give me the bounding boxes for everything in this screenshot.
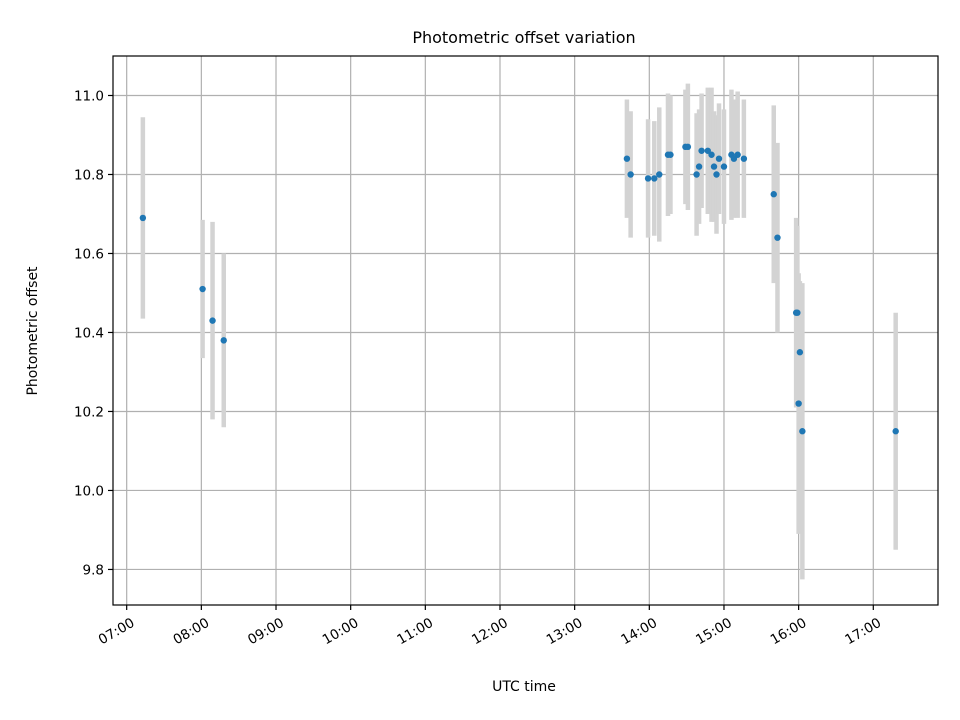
data-point <box>693 171 700 178</box>
data-point <box>720 163 728 170</box>
data-point <box>651 175 658 182</box>
x-tick-label: 14:00 <box>618 615 660 648</box>
data-point <box>220 337 227 344</box>
data-point <box>627 171 634 178</box>
y-tick-label: 10.4 <box>74 325 104 341</box>
x-tick-label: 17:00 <box>842 615 884 648</box>
data-point <box>667 151 674 158</box>
x-tick-label: 09:00 <box>245 615 287 648</box>
y-tick-label: 10.0 <box>74 483 104 499</box>
x-tick-label: 10:00 <box>320 615 362 648</box>
x-tick-label: 07:00 <box>96 615 138 648</box>
data-points <box>139 143 899 435</box>
y-tick-label: 10.6 <box>74 246 104 262</box>
x-axis-ticks: 07:00 08:00 09:00 10:00 11:00 12:00 13:00 14:00… <box>96 605 884 648</box>
data-point <box>695 163 703 170</box>
data-point <box>708 151 715 158</box>
data-point <box>774 234 781 241</box>
data-point <box>795 400 802 407</box>
data-point <box>892 428 899 435</box>
data-point <box>623 155 631 162</box>
x-tick-label: 13:00 <box>544 615 586 648</box>
data-point <box>713 171 720 178</box>
error-bars <box>140 83 898 580</box>
x-axis-label: UTC time <box>492 679 556 695</box>
data-point <box>794 309 801 316</box>
data-point <box>799 428 806 435</box>
x-tick-label: 15:00 <box>693 615 735 648</box>
y-axis-ticks: 9.8 10.0 10.2 10.4 10.6 10.8 11.0 <box>74 88 113 578</box>
plot-frame <box>112 55 939 606</box>
data-point <box>740 155 748 162</box>
y-tick-label: 10.2 <box>74 404 104 420</box>
grid <box>113 56 938 605</box>
x-tick-label: 08:00 <box>170 615 212 648</box>
y-tick-label: 9.8 <box>83 562 104 578</box>
data-point <box>199 285 206 293</box>
data-point <box>684 143 692 151</box>
x-tick-label: 11:00 <box>394 615 436 648</box>
data-point <box>209 317 216 324</box>
y-tick-label: 11.0 <box>74 88 104 104</box>
x-tick-label: 12:00 <box>469 615 511 648</box>
data-point <box>796 349 804 356</box>
data-point <box>710 163 718 170</box>
data-point <box>698 147 705 154</box>
data-point <box>734 151 741 158</box>
data-point <box>715 155 723 162</box>
data-point <box>656 171 663 178</box>
data-point <box>770 191 777 198</box>
data-point <box>644 175 652 182</box>
y-tick-label: 10.8 <box>74 167 104 183</box>
data-point <box>139 214 147 222</box>
x-tick-label: 16:00 <box>768 615 810 648</box>
y-axis-label: Photometric offset <box>25 266 41 396</box>
chart-title: Photometric offset variation <box>412 28 635 47</box>
